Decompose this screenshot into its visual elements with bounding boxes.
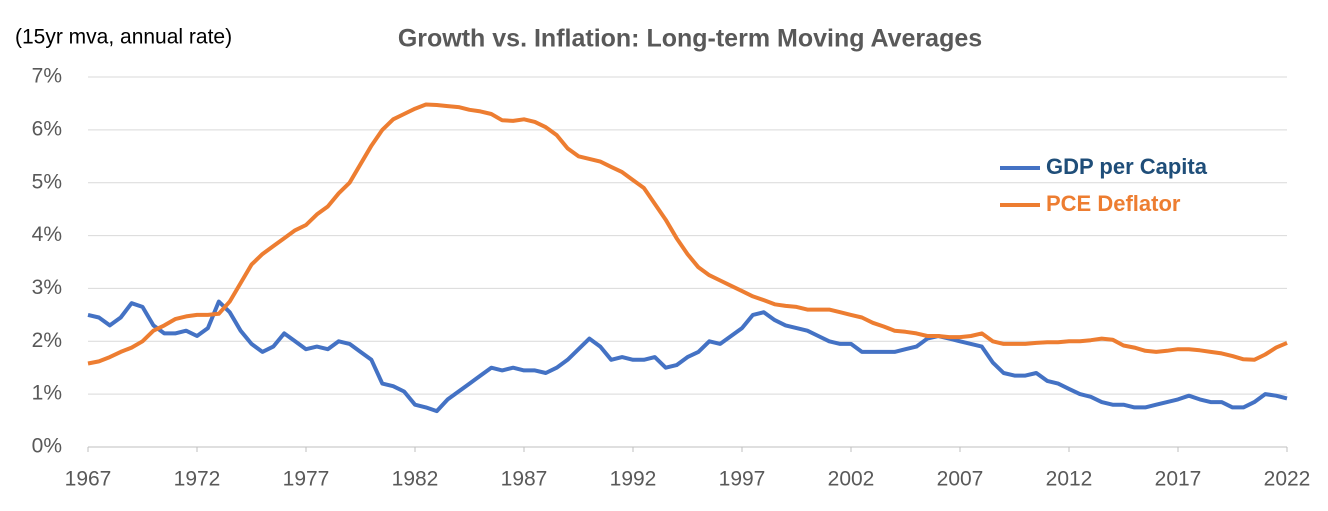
y-tick-label: 7% <box>32 65 62 88</box>
x-tick-label: 2012 <box>1046 468 1093 491</box>
x-tick-label: 2017 <box>1155 468 1202 491</box>
y-tick-label: 3% <box>32 276 62 299</box>
x-tick-label: 1987 <box>501 468 548 491</box>
chart-subtitle: (15yr mva, annual rate) <box>15 26 232 49</box>
series-line <box>87 102 1288 366</box>
x-tick-label: 1967 <box>65 468 112 491</box>
x-tick-label: 2022 <box>1264 468 1311 491</box>
y-tick-label: 0% <box>32 435 62 458</box>
y-tick-label: 5% <box>32 170 62 193</box>
x-tick-label: 1982 <box>392 468 439 491</box>
series-line <box>87 299 1288 414</box>
legend-label: PCE Deflator <box>1046 191 1181 216</box>
x-tick-label: 1977 <box>283 468 330 491</box>
x-tick-label: 1997 <box>719 468 766 491</box>
chart-title: Growth vs. Inflation: Long-term Moving A… <box>398 25 982 53</box>
y-tick-label: 1% <box>32 382 62 405</box>
x-tick-label: 2002 <box>828 468 875 491</box>
x-tick-label: 1972 <box>174 468 221 491</box>
legend-label: GDP per Capita <box>1046 154 1208 179</box>
x-tick-label: 2007 <box>937 468 984 491</box>
y-tick-label: 6% <box>32 117 62 140</box>
x-tick-label: 1992 <box>610 468 657 491</box>
y-tick-label: 4% <box>32 223 62 246</box>
y-tick-label: 2% <box>32 329 62 352</box>
